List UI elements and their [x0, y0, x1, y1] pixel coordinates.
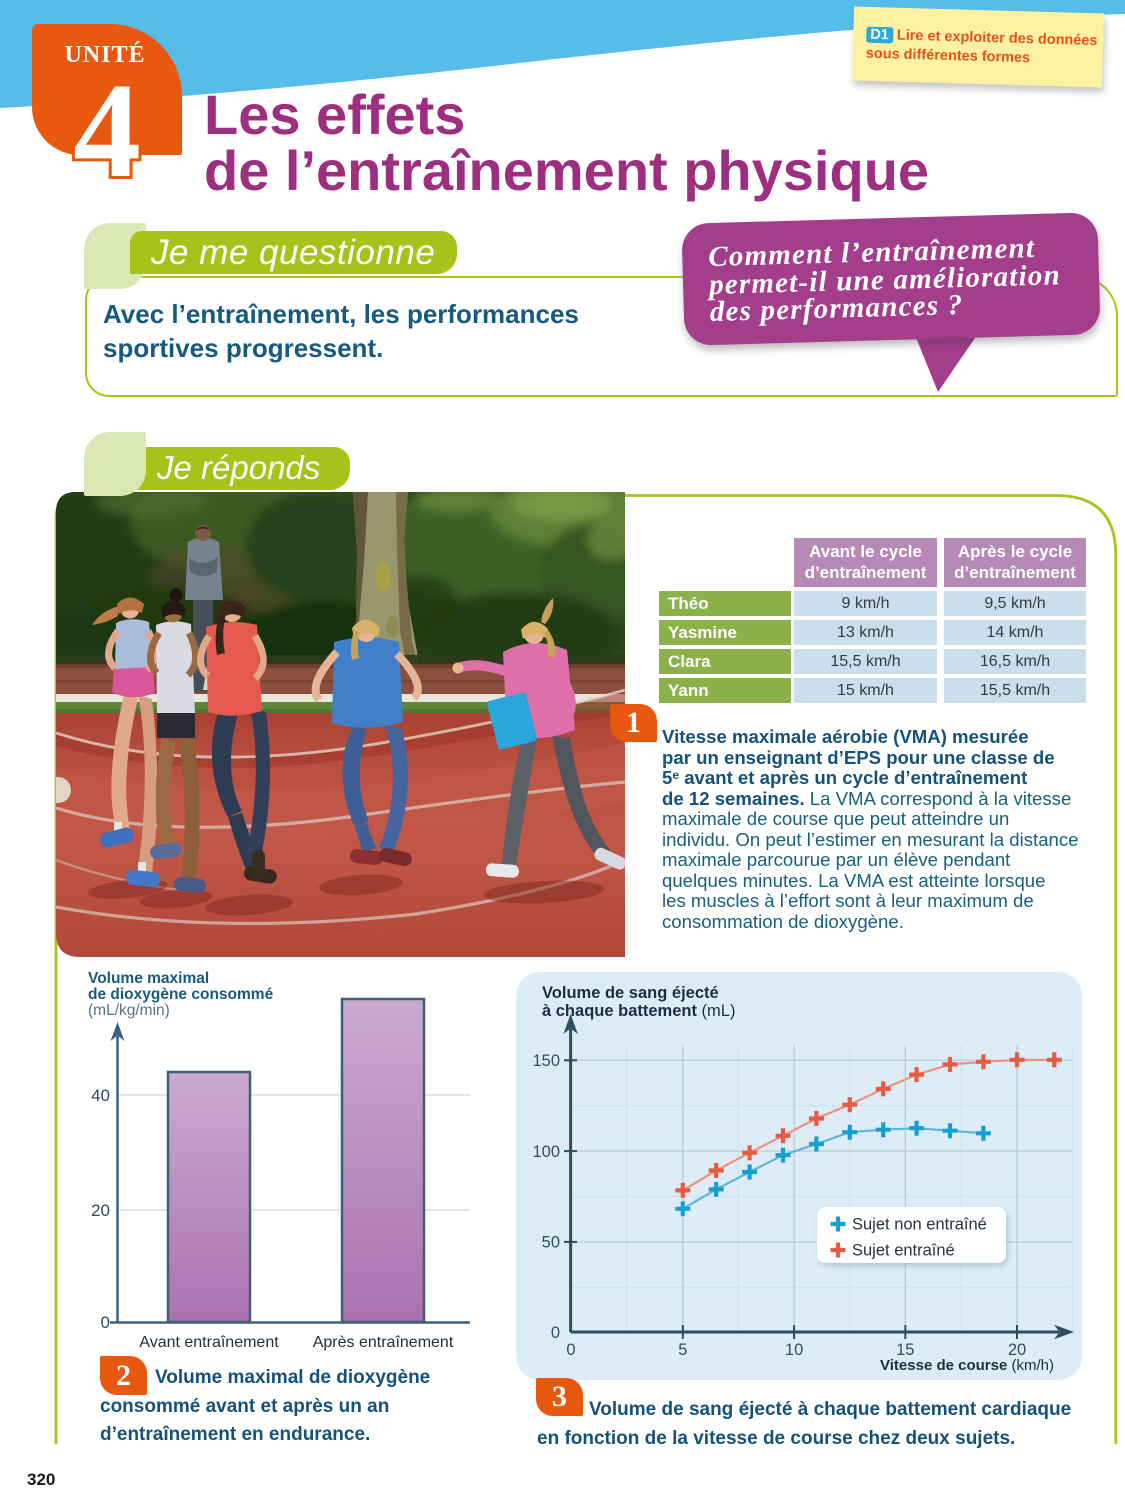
svg-text:0: 0: [101, 1313, 110, 1332]
svg-text:20: 20: [1008, 1341, 1026, 1359]
svg-text:10: 10: [785, 1341, 803, 1359]
svg-text:Vitesse de course (km/h): Vitesse de course (km/h): [880, 1357, 1054, 1374]
svg-text:15: 15: [896, 1341, 914, 1359]
svg-text:Sujet entraîné: Sujet entraîné: [852, 1242, 955, 1260]
svg-text:Après entraînement: Après entraînement: [313, 1334, 454, 1351]
svg-text:0: 0: [566, 1341, 575, 1359]
svg-text:100: 100: [532, 1143, 560, 1161]
svg-text:40: 40: [91, 1086, 110, 1105]
svg-text:Sujet non entraîné: Sujet non entraîné: [852, 1216, 987, 1234]
svg-text:4: 4: [73, 56, 141, 190]
svg-text:20: 20: [91, 1201, 110, 1220]
svg-text:5: 5: [678, 1341, 687, 1359]
svg-text:Avant entraînement: Avant entraînement: [139, 1334, 279, 1351]
svg-text:0: 0: [551, 1324, 560, 1342]
svg-text:50: 50: [542, 1234, 560, 1252]
svg-text:150: 150: [532, 1052, 560, 1070]
